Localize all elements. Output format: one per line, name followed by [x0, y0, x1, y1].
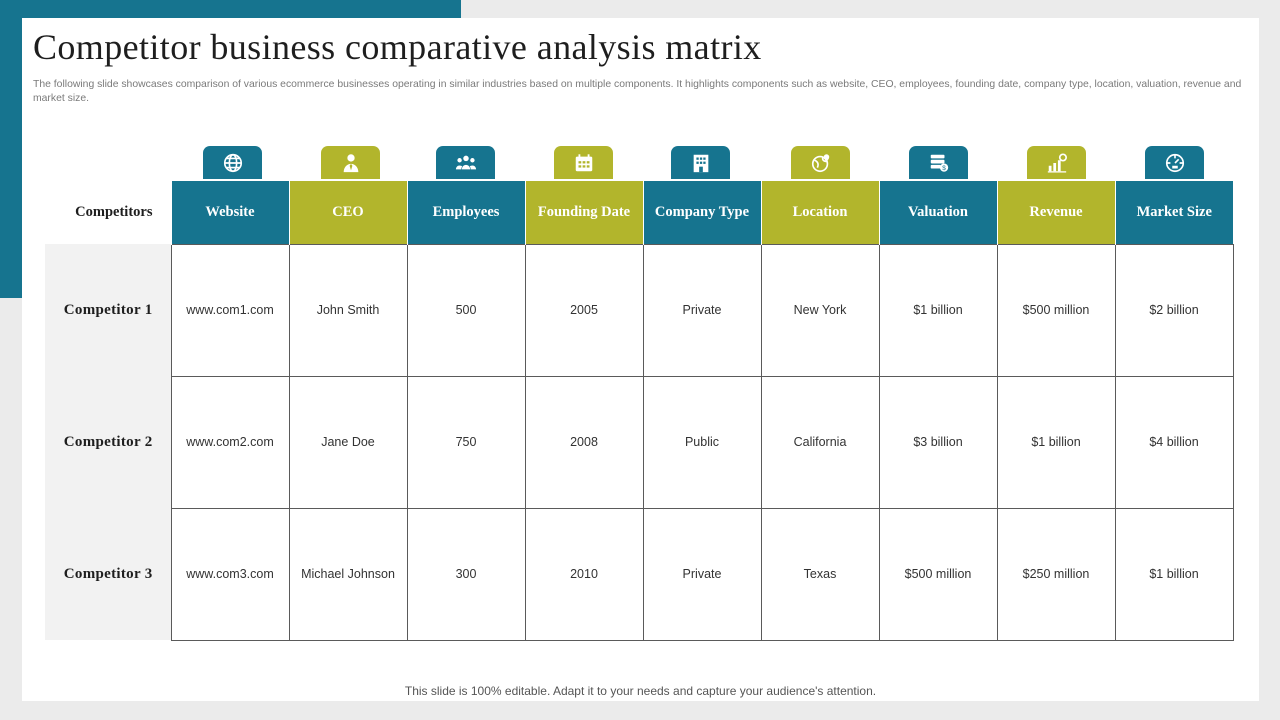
- table-cell: 2010: [524, 507, 644, 641]
- page-subtitle: The following slide showcases comparison…: [33, 79, 1242, 104]
- table-cell: Private: [642, 243, 762, 377]
- valuation-icon-tab: $: [909, 146, 968, 179]
- location-icon-tab: [791, 146, 850, 179]
- column-header: Company Type: [642, 181, 761, 244]
- building-icon: [693, 154, 708, 172]
- table-cell: $3 billion: [878, 375, 998, 509]
- slide: Competitor business comparative analysis…: [22, 18, 1259, 701]
- table-cell: Jane Doe: [288, 375, 408, 509]
- globe-pin-icon: [811, 153, 829, 172]
- founding-date-icon-tab: [554, 146, 613, 179]
- table-cell: California: [760, 375, 880, 509]
- row-header: Competitor 1: [45, 244, 171, 376]
- globe-icon: [223, 153, 242, 172]
- growth-chart-icon: [1047, 152, 1067, 173]
- table-cell: $2 billion: [1114, 243, 1234, 377]
- market-size-icon-tab: [1145, 146, 1204, 179]
- table-cell: www.com2.com: [170, 375, 290, 509]
- table-cell: $1 billion: [878, 243, 998, 377]
- footer-note: This slide is 100% editable. Adapt it to…: [404, 684, 877, 698]
- table-cell: New York: [760, 243, 880, 377]
- table-cell: $1 billion: [1114, 507, 1234, 641]
- revenue-icon-tab: [1027, 146, 1086, 179]
- team-icon: [455, 155, 476, 169]
- table-cell: www.com3.com: [170, 507, 290, 641]
- table-cell: 2008: [524, 375, 644, 509]
- column-header: Founding Date: [524, 181, 643, 244]
- page-title: Competitor business comparative analysis…: [33, 27, 762, 67]
- table-cell: Public: [642, 375, 762, 509]
- row-header: Competitor 2: [45, 376, 171, 508]
- svg-text:$: $: [942, 164, 946, 171]
- column-header: Market Size: [1114, 181, 1233, 244]
- table-cell: 500: [406, 243, 526, 377]
- table-cell: $500 million: [878, 507, 998, 641]
- table-row: Competitor 2 www.com2.com Jane Doe 750 2…: [45, 375, 1234, 509]
- person-tie-icon: [343, 153, 358, 172]
- comparison-matrix: Competitors Website CEO Employees Foundi…: [45, 181, 1234, 641]
- header-row: Competitors Website CEO Employees Foundi…: [45, 181, 1233, 244]
- corner-header: Competitors: [45, 181, 171, 244]
- table-cell: Private: [642, 507, 762, 641]
- ceo-icon-tab: [321, 146, 380, 179]
- column-header: Employees: [406, 181, 525, 244]
- table-cell: www.com1.com: [170, 243, 290, 377]
- table-cell: $1 billion: [996, 375, 1116, 509]
- table-row: Competitor 3 www.com3.com Michael Johnso…: [45, 507, 1234, 641]
- column-header: CEO: [288, 181, 407, 244]
- column-header: Location: [760, 181, 879, 244]
- employees-icon-tab: [436, 146, 495, 179]
- market-gauge-icon: [1165, 153, 1184, 172]
- company-type-icon-tab: [671, 146, 730, 179]
- website-icon-tab: [203, 146, 262, 179]
- row-header: Competitor 3: [45, 508, 171, 640]
- money-stack-icon: $: [930, 154, 948, 171]
- column-header: Website: [170, 181, 289, 244]
- table-cell: Texas: [760, 507, 880, 641]
- table-cell: Michael Johnson: [288, 507, 408, 641]
- table-cell: $500 million: [996, 243, 1116, 377]
- table-cell: 2005: [524, 243, 644, 377]
- table-cell: 750: [406, 375, 526, 509]
- table-cell: $4 billion: [1114, 375, 1234, 509]
- table-row: Competitor 1 www.com1.com John Smith 500…: [45, 243, 1234, 377]
- calendar-icon: [575, 153, 592, 171]
- table-cell: John Smith: [288, 243, 408, 377]
- column-header: Valuation: [878, 181, 997, 244]
- table-cell: $250 million: [996, 507, 1116, 641]
- column-header: Revenue: [996, 181, 1115, 244]
- table-cell: 300: [406, 507, 526, 641]
